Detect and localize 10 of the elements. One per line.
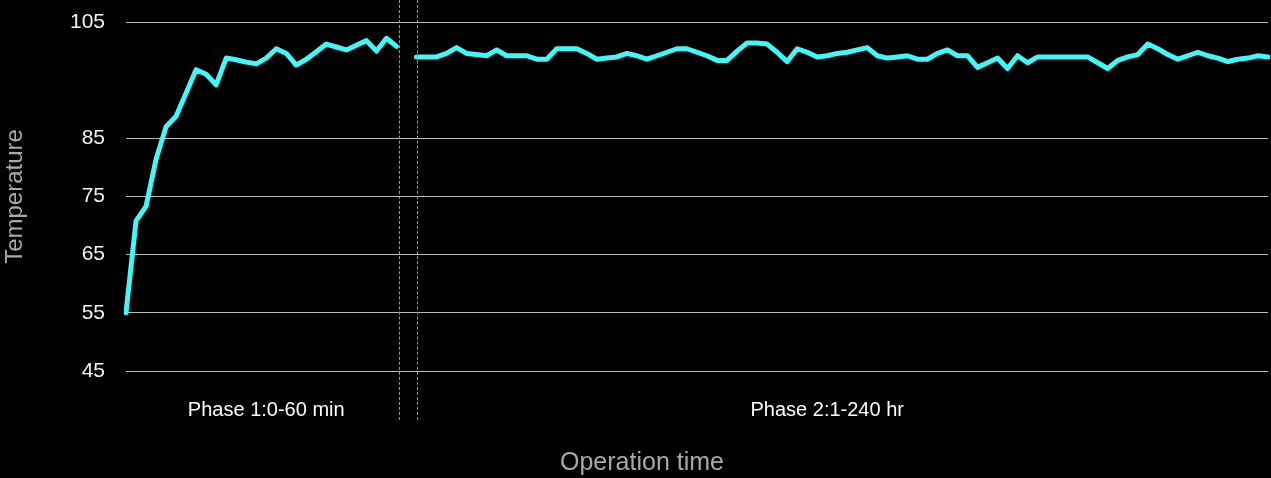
x-axis-title: Operation time [559,447,725,476]
y-tick-label: 85 [81,125,105,149]
y-axis-title: Temperature [0,129,28,264]
y-tick-label: 55 [81,299,105,323]
y-tick-label: 75 [81,183,105,207]
x-tick-label: Phase 1:0-60 min [187,397,345,420]
y-tick-label: 45 [81,357,105,381]
x-tick-label: Phase 2:1-240 hr [750,397,905,420]
y-tick-label: 65 [81,241,105,265]
y-tick-label: 105 [69,8,105,32]
